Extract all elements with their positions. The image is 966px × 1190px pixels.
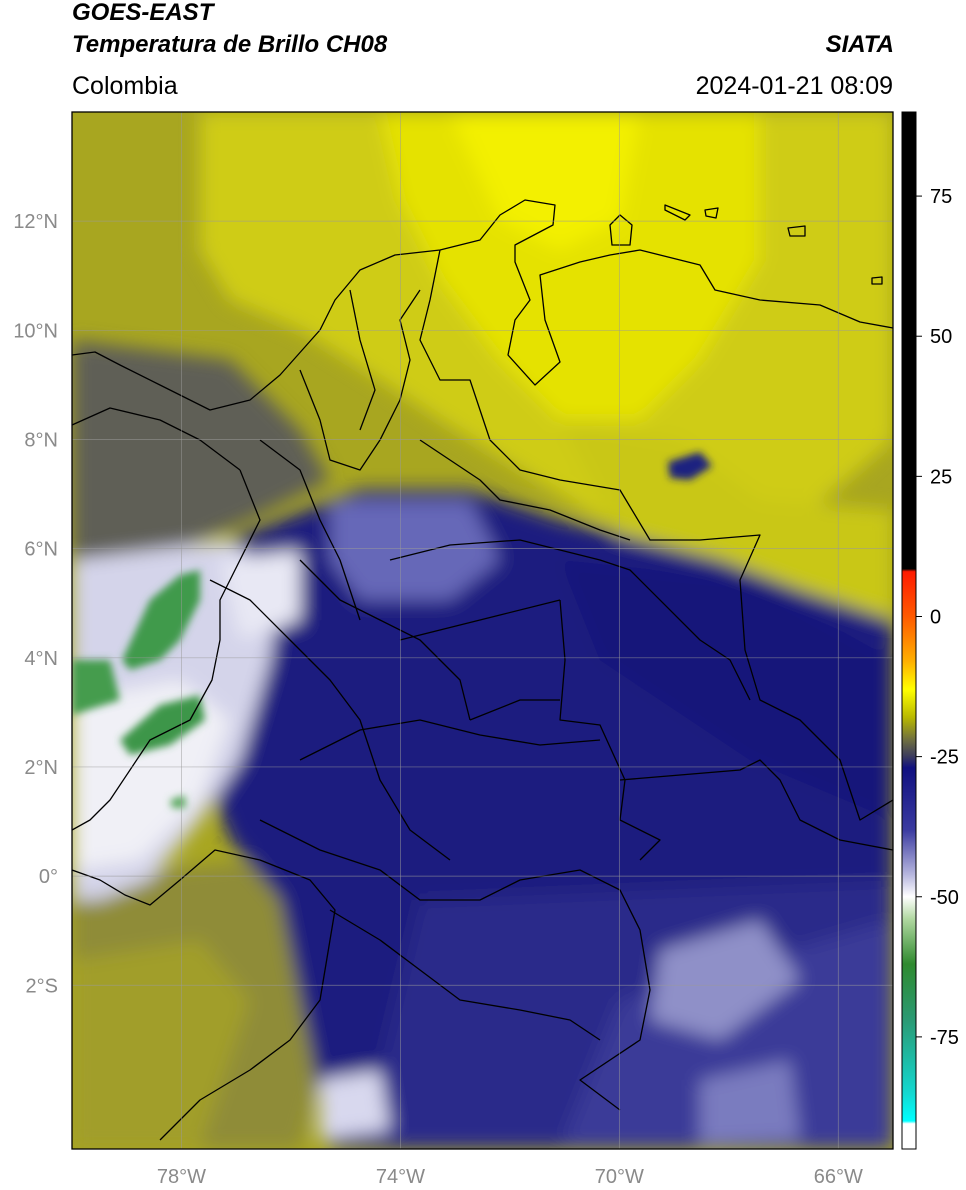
lat-label-6: 0° xyxy=(39,866,58,888)
lat-label-7: 2°S xyxy=(26,975,58,997)
agency-label: SIATA xyxy=(825,31,894,58)
map-frame xyxy=(71,111,894,1150)
lat-label-4: 4°N xyxy=(24,648,58,670)
datetime-label: 2024-01-21 08:09 xyxy=(695,72,893,100)
latitude-labels: 12°N 10°N 8°N 6°N 4°N 2°N 0° 2°S xyxy=(13,211,58,997)
colorbar-label-1: 50 xyxy=(930,326,952,348)
product-title: Temperatura de Brillo CH08 xyxy=(72,31,388,58)
lat-label-3: 6°N xyxy=(24,539,58,561)
lat-label-2: 8°N xyxy=(24,429,58,451)
region-label: Colombia xyxy=(72,72,178,100)
lat-label-5: 2°N xyxy=(24,757,58,779)
colorbar: 75 50 25 0 -25 -50 -75 xyxy=(901,111,959,1150)
lon-label-1: 74°W xyxy=(376,1166,425,1188)
colorbar-ticks: 75 50 25 0 -25 -50 -75 xyxy=(916,186,959,1049)
longitude-labels: 78°W 74°W 70°W 66°W xyxy=(157,1166,863,1188)
lon-label-0: 78°W xyxy=(157,1166,206,1188)
colorbar-label-4: -25 xyxy=(930,747,959,769)
colorbar-label-2: 25 xyxy=(930,466,952,488)
colorbar-label-3: 0 xyxy=(930,606,941,628)
colorbar-gradient xyxy=(901,111,917,1150)
graticule xyxy=(72,112,893,1149)
brightness-temperature-image xyxy=(72,112,893,1149)
lat-label-1: 10°N xyxy=(13,320,58,342)
colorbar-label-6: -75 xyxy=(930,1027,959,1049)
lon-label-2: 70°W xyxy=(595,1166,644,1188)
colorbar-label-5: -50 xyxy=(930,887,959,909)
satellite-title: GOES-EAST xyxy=(72,0,214,26)
colorbar-label-0: 75 xyxy=(930,186,952,208)
country-borders xyxy=(72,199,893,1141)
lat-label-0: 12°N xyxy=(13,211,58,233)
lon-label-3: 66°W xyxy=(814,1166,863,1188)
